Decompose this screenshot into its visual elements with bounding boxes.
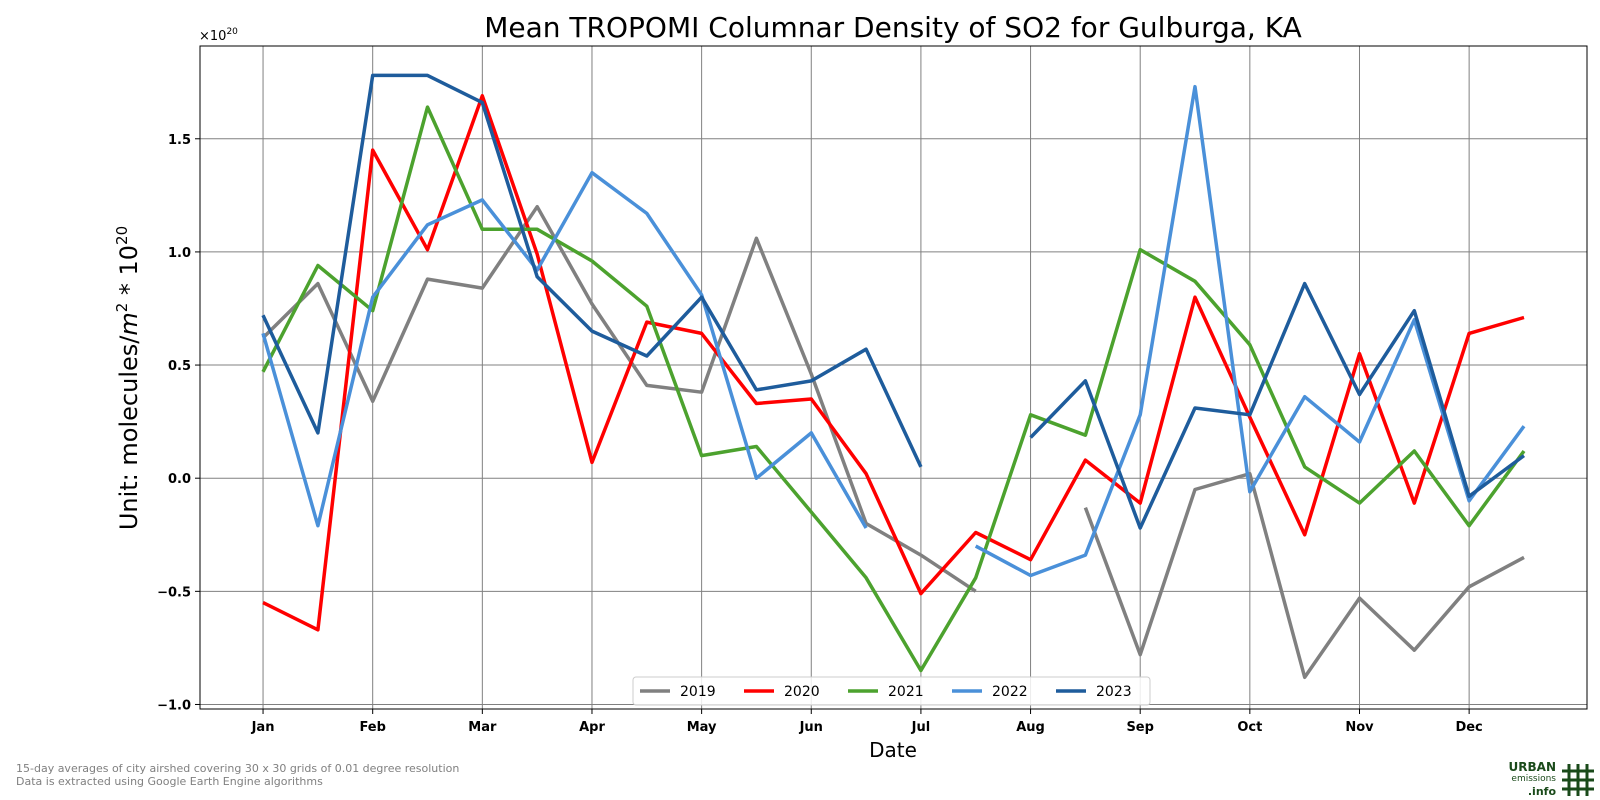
- grid-lines: [200, 46, 1587, 709]
- logo-text-urban: URBAN: [1508, 760, 1556, 774]
- series-line-2022: [974, 84, 1526, 578]
- y-tick-label: 0.5: [168, 359, 191, 374]
- x-tick-label: Apr: [579, 720, 605, 735]
- x-tick-label: Jul: [911, 720, 931, 735]
- legend-label-2022: 2022: [992, 684, 1028, 700]
- x-axis-ticks: Jan Feb Mar Apr May Jun Jul Aug Sep Oct Nov Dec: [251, 709, 1483, 735]
- y-tick-label: −0.5: [157, 585, 191, 600]
- logo-text-emissions: emissions: [1511, 774, 1556, 784]
- legend-frame: [632, 676, 1151, 706]
- x-tick-label: Jun: [799, 720, 823, 735]
- grid-logo-icon: [1562, 764, 1594, 796]
- series-line-2020: [262, 94, 1525, 632]
- y-tick-label: 0.0: [168, 472, 191, 487]
- plot-frame: [199, 45, 1588, 710]
- y-tick-label: 1.0: [168, 246, 191, 261]
- y-axis-label: Unit: molecules/m2 * 1020: [113, 226, 143, 530]
- y-tick-label: 1.5: [168, 133, 191, 148]
- legend-label-2023: 2023: [1096, 684, 1132, 700]
- x-tick-label: Dec: [1455, 720, 1482, 735]
- legend-label-2021: 2021: [888, 684, 924, 700]
- y-tick-label: −1.0: [157, 698, 191, 713]
- x-tick-label: Aug: [1016, 720, 1045, 735]
- y-offset-text: ×1020: [199, 27, 238, 44]
- chart-title: Mean TROPOMI Columnar Density of SO2 for…: [484, 11, 1302, 44]
- legend-label-2020: 2020: [784, 684, 820, 700]
- y-axis-ticks: −1.0 −0.5 0.0 0.5 1.0 1.5: [157, 133, 200, 713]
- footnote-line-1: 15-day averages of city airshed covering…: [16, 762, 460, 775]
- x-tick-label: Jan: [251, 720, 275, 735]
- x-tick-label: Mar: [468, 720, 497, 735]
- legend-label-2019: 2019: [680, 684, 716, 700]
- legend: 2019 2020 2021 2022 2023: [632, 676, 1151, 706]
- series-line-2019: [261, 204, 977, 593]
- x-tick-label: Oct: [1237, 720, 1262, 735]
- series-line-2022: [261, 170, 868, 529]
- series-line-2021: [261, 105, 1526, 673]
- series-line-2023: [1029, 281, 1526, 530]
- logo-text-info: .info: [1527, 785, 1556, 798]
- series-lines: [261, 73, 1526, 680]
- x-tick-label: Nov: [1345, 720, 1374, 735]
- x-tick-label: Feb: [359, 720, 385, 735]
- series-line-2019: [1083, 471, 1525, 680]
- footnote-line-2: Data is extracted using Google Earth Eng…: [16, 775, 323, 788]
- x-tick-label: May: [687, 720, 717, 735]
- series-line-2023: [261, 73, 923, 468]
- x-tick-label: Sep: [1126, 720, 1154, 735]
- x-axis-label: Date: [869, 738, 917, 762]
